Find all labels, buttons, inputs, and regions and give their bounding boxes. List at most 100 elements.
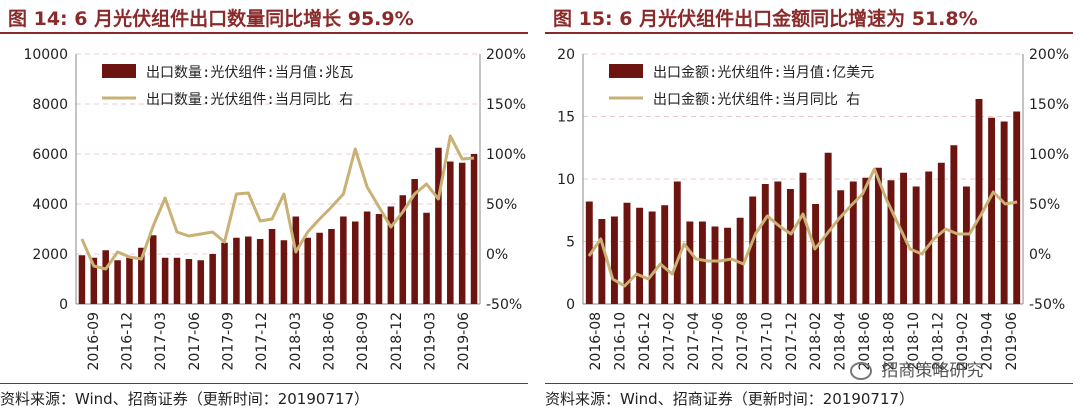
chart-title: 图 15: 6 月光伏组件出口金额同比增速为 51.8%	[553, 8, 978, 30]
bar	[812, 204, 820, 304]
y-tick-label-left: 5	[566, 235, 575, 251]
y-tick-label-left: 2000	[32, 247, 68, 263]
bar	[610, 216, 618, 304]
y-tick-label-right: -50%	[486, 297, 522, 313]
wechat-icon	[850, 362, 872, 380]
source-note: 资料来源：Wind、招商证券（更新时间：20190717）	[0, 390, 370, 408]
x-tick-label: 2017-06	[710, 312, 726, 371]
bar	[221, 242, 228, 304]
legend-label: 出口金额:光伏组件:当月同比 右	[653, 92, 860, 108]
chart-svg-left: 0 2000 4000 6000 8000 10000 -50% 0% 50% 100% 150% 2…	[23, 47, 526, 371]
bar	[78, 255, 86, 304]
bar	[340, 216, 347, 304]
bar	[375, 214, 383, 304]
watermark: 招商策略研究	[850, 356, 983, 381]
bar	[824, 152, 832, 304]
bar	[724, 227, 732, 304]
bar	[661, 205, 669, 304]
x-tick-label: 2018-04	[833, 312, 849, 371]
x-tick-label: 2017-03	[153, 312, 169, 371]
bar	[749, 196, 757, 304]
bar	[233, 237, 240, 304]
y-tick-label-right: 100%	[486, 147, 526, 163]
x-tick-label: 2018-03	[288, 312, 304, 371]
bar	[598, 219, 606, 304]
x-tick-label: 2017-12	[254, 312, 270, 371]
legend-label: 出口数量:光伏组件:当月值:兆瓦	[146, 65, 353, 81]
bar	[837, 190, 845, 304]
bar	[636, 207, 644, 304]
bar	[458, 162, 466, 304]
x-tick-label: 2019-06	[1004, 312, 1020, 371]
x-tick-label: 2018-09	[355, 312, 371, 371]
bar	[268, 229, 276, 304]
bar	[774, 181, 782, 304]
y-tick-label-right: 50%	[486, 197, 517, 213]
bar	[304, 237, 311, 304]
bar	[316, 232, 323, 304]
x-tick-label: 2019-02	[955, 312, 971, 371]
y-tick-label-right: 150%	[486, 97, 526, 113]
title-divider	[545, 32, 1073, 34]
bar	[292, 216, 300, 304]
source-note: 资料来源：Wind、招商证券（更新时间：20190717）	[545, 390, 915, 408]
bar	[256, 239, 264, 304]
x-tick-label: 2017-12	[784, 312, 800, 371]
bar	[363, 211, 371, 304]
x-tick-label: 2017-02	[662, 312, 678, 371]
y-tick-label-left: 6000	[32, 147, 68, 163]
bar	[799, 172, 807, 304]
bar	[280, 240, 288, 304]
title-divider	[0, 32, 528, 34]
bar	[648, 211, 656, 304]
bar	[862, 177, 870, 304]
bar	[411, 179, 418, 304]
bar	[925, 171, 933, 304]
x-tick-label: 2017-06	[187, 312, 203, 371]
x-tick-label: 2016-08	[588, 312, 604, 371]
bar	[673, 181, 681, 304]
bar	[351, 221, 359, 304]
x-tick-label: 2018-06	[322, 312, 338, 371]
bar	[173, 257, 181, 304]
watermark-text: 招商策略研究	[881, 361, 984, 381]
chart-svg-right: 0 5 10 15 20 -50% 0% 50% 100% 150% 200% 2016-08 2016…	[557, 47, 1069, 371]
y-tick-label-right: 50%	[1029, 197, 1060, 213]
bar	[90, 257, 98, 304]
bar	[470, 154, 478, 304]
y-tick-label-left: 8000	[32, 97, 68, 113]
series-line	[80, 134, 475, 271]
bar	[1000, 121, 1008, 304]
y-tick-label-left: 10	[557, 172, 575, 188]
bar	[761, 184, 769, 304]
x-tick-label: 2019-03	[423, 312, 439, 371]
x-tick-label: 2018-10	[906, 312, 922, 371]
bar	[387, 206, 395, 304]
legend-label: 出口数量:光伏组件:当月同比 右	[146, 92, 353, 108]
bar	[711, 226, 719, 304]
x-tick-label: 2018-12	[389, 312, 405, 371]
y-tick-label-left: 20	[557, 47, 575, 63]
bar	[245, 236, 252, 304]
x-tick-label: 2019-06	[456, 312, 472, 371]
x-tick-label: 2018-02	[808, 312, 824, 371]
y-tick-label-left: 0	[566, 297, 575, 313]
bar	[423, 212, 430, 304]
series-line	[587, 167, 1018, 288]
bar	[185, 259, 193, 304]
x-tick-label: 2016-12	[637, 312, 653, 371]
bar	[975, 99, 983, 304]
x-tick-label: 2018-08	[882, 312, 898, 371]
y-tick-label-right: 200%	[1029, 47, 1069, 63]
y-tick-label-right: 100%	[1029, 147, 1069, 163]
y-tick-label-right: 200%	[486, 47, 526, 63]
x-tick-label: 2017-10	[759, 312, 775, 371]
x-tick-label: 2016-09	[86, 312, 102, 371]
bar	[399, 195, 407, 304]
bar	[988, 117, 996, 304]
y-tick-label-left: 0	[59, 297, 68, 313]
bar	[161, 257, 169, 304]
bar	[950, 145, 958, 304]
x-tick-label: 2017-04	[686, 312, 702, 371]
x-tick-label: 2016-10	[613, 312, 629, 371]
